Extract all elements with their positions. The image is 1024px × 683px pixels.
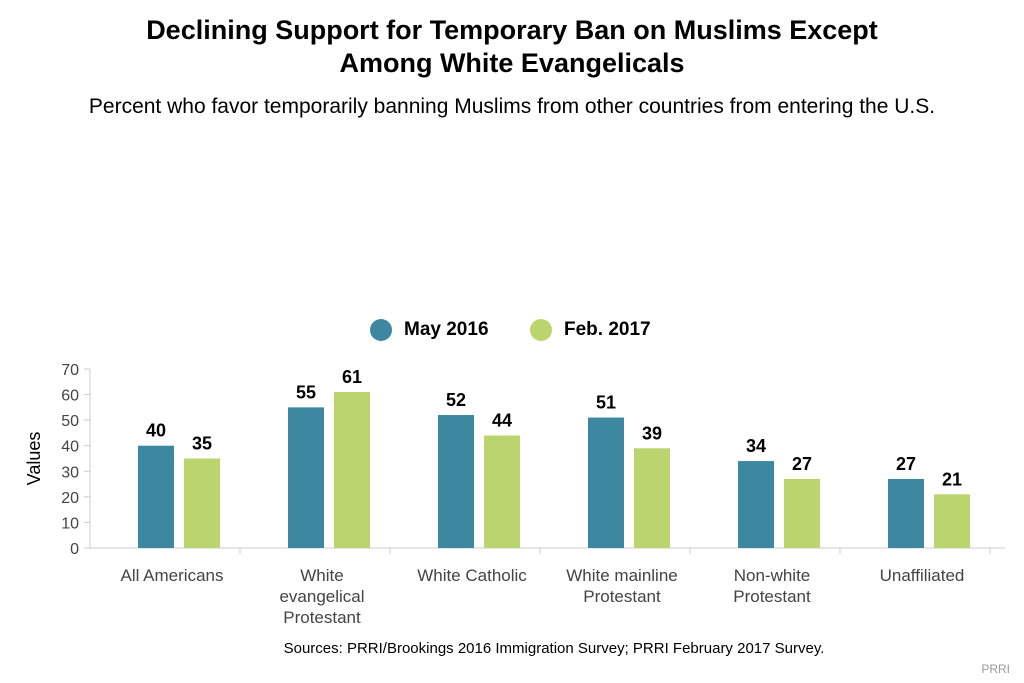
x-tick-label-line: Unaffiliated xyxy=(880,566,965,585)
data-label: 34 xyxy=(746,436,766,456)
x-tick-label-line: Protestant xyxy=(583,587,661,606)
y-tick-label: 70 xyxy=(61,362,79,379)
x-tick-label: All Americans xyxy=(121,566,224,585)
chart-title-line-2: Among White Evangelicals xyxy=(339,48,685,78)
legend-item-may-2016[interactable]: May 2016 xyxy=(370,315,489,345)
data-label: 27 xyxy=(792,454,812,474)
y-tick-label: 50 xyxy=(61,413,79,430)
y-tick-label: 60 xyxy=(61,388,79,405)
bar-chart: 0 10 20 30 40 50 60 70 Values 40 35 All Americans 55… xyxy=(24,362,1005,627)
data-label: 27 xyxy=(896,454,916,474)
legend-label-feb-2017: Feb. 2017 xyxy=(564,319,651,340)
y-tick-label: 20 xyxy=(61,490,79,507)
data-label: 44 xyxy=(492,410,512,430)
legend-swatch-may-2016 xyxy=(370,319,392,341)
x-tick-label-line: Non-white xyxy=(734,566,811,585)
y-axis-title: Values xyxy=(24,432,44,486)
legend: May 2016 Feb. 2017 xyxy=(0,315,1024,345)
bar xyxy=(288,407,324,548)
data-label: 21 xyxy=(942,469,962,489)
legend-label-may-2016: May 2016 xyxy=(404,319,489,340)
data-label: 51 xyxy=(596,393,616,413)
x-tick-label-line: Protestant xyxy=(283,608,361,627)
bar xyxy=(138,445,174,548)
data-label: 35 xyxy=(192,434,212,454)
chart-title-line-1: Declining Support for Temporary Ban on M… xyxy=(146,15,878,45)
x-tick-label: Non-white Protestant xyxy=(733,566,811,606)
chart-subtitle: Percent who favor temporarily banning Mu… xyxy=(88,95,936,118)
data-label: 55 xyxy=(296,382,316,402)
x-tick-label-line: White Catholic xyxy=(417,566,527,585)
bar xyxy=(738,461,774,548)
y-tick-label: 40 xyxy=(61,439,79,456)
data-label: 40 xyxy=(146,421,166,441)
y-tick-label: 10 xyxy=(61,515,79,532)
y-tick-label: 0 xyxy=(70,541,79,558)
x-tick-label-line: White mainline xyxy=(566,566,678,585)
x-tick-label: White evangelical Protestant xyxy=(279,566,364,627)
legend-item-feb-2017[interactable]: Feb. 2017 xyxy=(530,315,651,345)
data-label: 61 xyxy=(342,367,362,387)
x-tick-label: Unaffiliated xyxy=(880,566,965,585)
x-tick-label: White mainline Protestant xyxy=(566,566,678,606)
bar xyxy=(588,417,624,548)
chart-title: Declining Support for Temporary Ban on M… xyxy=(0,14,1024,80)
bar xyxy=(438,415,474,548)
x-tick-label-line: Protestant xyxy=(733,587,811,606)
bar xyxy=(184,458,220,548)
x-tick-label: White Catholic xyxy=(417,566,527,585)
bar xyxy=(934,494,970,548)
source-note: Sources: PRRI/Brookings 2016 Immigration… xyxy=(283,640,825,657)
bar xyxy=(888,478,924,548)
bar xyxy=(334,392,370,548)
data-label: 52 xyxy=(446,390,466,410)
data-label: 39 xyxy=(642,423,662,443)
bar xyxy=(784,478,820,548)
brand-mark: PRRI xyxy=(981,662,1010,676)
y-tick-label: 30 xyxy=(61,464,79,481)
x-tick-label-line: evangelical xyxy=(279,587,364,606)
x-tick-label-line: White xyxy=(300,566,343,585)
bar xyxy=(484,435,520,548)
bar xyxy=(634,448,670,548)
legend-swatch-feb-2017 xyxy=(530,319,552,341)
x-tick-label-line: All Americans xyxy=(121,566,224,585)
